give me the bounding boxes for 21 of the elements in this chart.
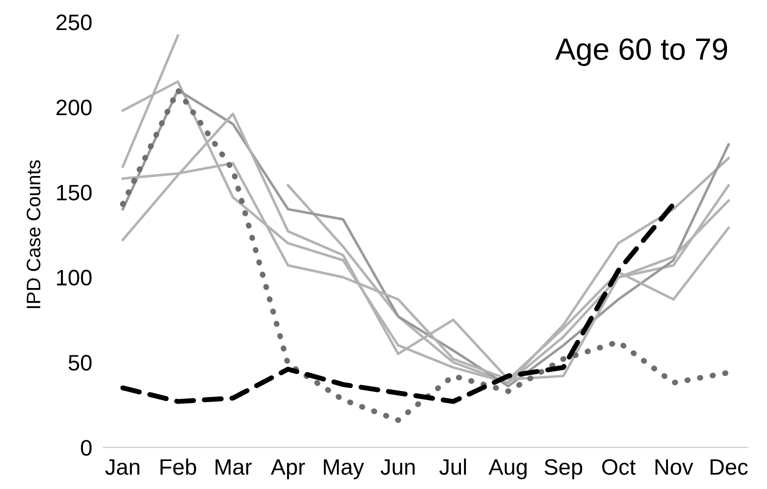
x-tick-label: Mar xyxy=(216,459,252,475)
x-tick-label: Nov xyxy=(656,459,694,475)
line-series xyxy=(120,202,676,404)
x-tick-label: Oct xyxy=(602,459,636,475)
x-tick-label: Jul xyxy=(439,458,466,475)
x-tick-label: May xyxy=(324,459,364,480)
x-tick-label: Jan xyxy=(105,459,140,475)
x-tick-label: Aug xyxy=(488,459,527,480)
y-tick-label: 50 xyxy=(68,354,92,371)
y-tick-label: 250 xyxy=(56,14,92,30)
y-tick-label: 200 xyxy=(56,100,92,116)
annotation: Age 60 to 79 xyxy=(555,38,728,66)
y-axis-title: IPD Case Counts xyxy=(26,160,40,308)
x-tick-label: Apr xyxy=(270,459,305,480)
y-tick-label: 150 xyxy=(57,184,92,200)
y-tick-label: 100 xyxy=(57,270,92,286)
x-tick-label: Dec xyxy=(710,459,748,475)
x-tick-label: Feb xyxy=(160,458,196,475)
y-tick-label: 0 xyxy=(80,440,92,456)
x-tick-label: Jun xyxy=(380,459,415,475)
x-tick-label: Sep xyxy=(544,459,582,480)
